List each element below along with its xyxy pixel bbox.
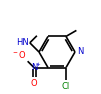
Text: N: N <box>77 47 83 56</box>
Text: N: N <box>31 63 37 72</box>
Text: Cl: Cl <box>62 82 70 91</box>
Text: +: + <box>35 62 40 67</box>
Text: $^-$O: $^-$O <box>11 49 27 60</box>
Text: HN: HN <box>16 38 29 47</box>
Text: O: O <box>31 79 37 88</box>
